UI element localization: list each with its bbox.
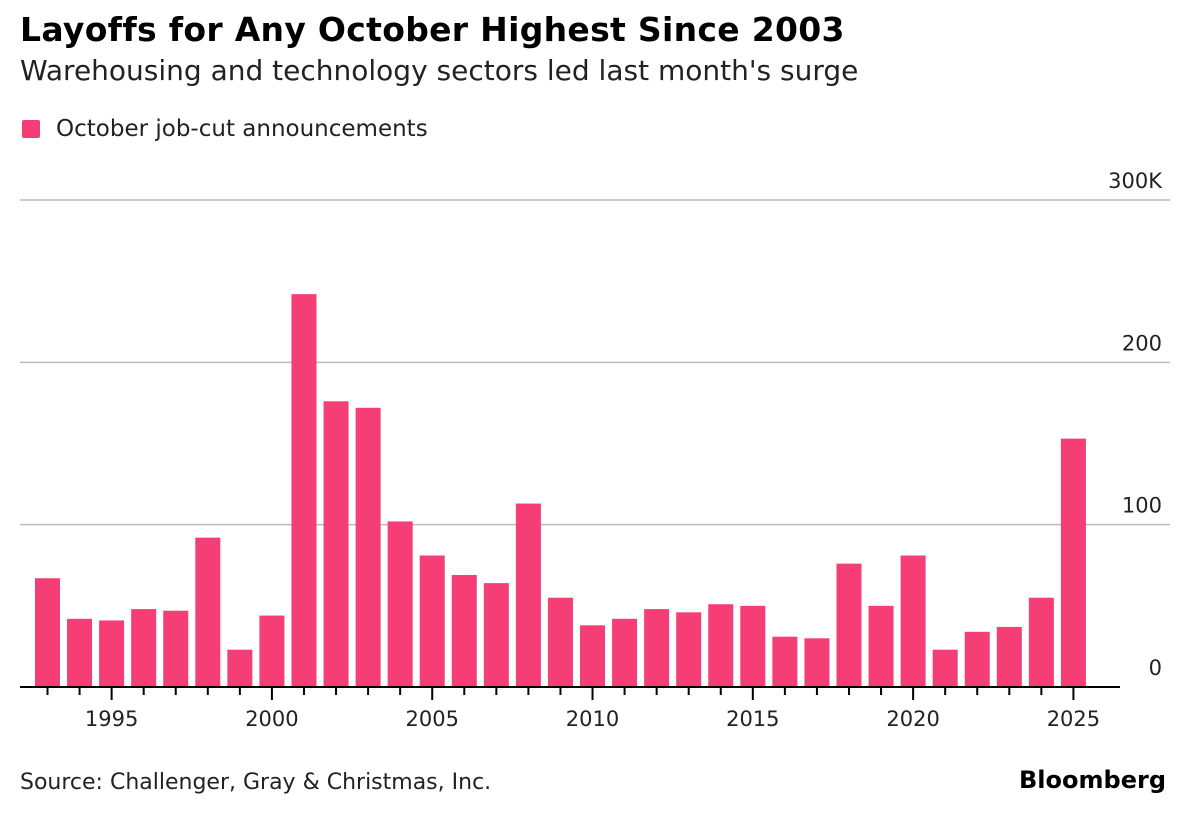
bar-2024: [1028, 597, 1054, 687]
bar-2012: [644, 609, 670, 687]
bar-2021: [932, 649, 958, 687]
brand-logo: Bloomberg: [1019, 766, 1166, 794]
bar-2019: [868, 605, 894, 687]
chart-title: Layoffs for Any October Highest Since 20…: [20, 10, 845, 49]
bar-2023: [996, 626, 1022, 687]
bar-1995: [99, 620, 125, 687]
bar-2020: [900, 555, 926, 687]
x-tick-label: 1995: [85, 707, 138, 731]
legend: October job-cut announcements: [22, 116, 428, 142]
bar-1999: [227, 649, 253, 687]
bar-2007: [483, 583, 509, 687]
bar-2005: [419, 555, 445, 687]
legend-label: October job-cut announcements: [56, 116, 428, 142]
y-tick-label: 0: [1149, 656, 1162, 680]
bar-2006: [451, 574, 477, 687]
bar-1996: [131, 609, 157, 687]
legend-swatch: [22, 120, 40, 138]
bar-1993: [35, 578, 60, 687]
x-tick-label: 2025: [1047, 707, 1100, 731]
bar-1994: [67, 618, 93, 687]
y-tick-label: 200: [1122, 331, 1162, 355]
bar-2018: [836, 563, 862, 687]
bar-2017: [804, 638, 830, 687]
bar-2010: [580, 625, 606, 687]
x-tick-label: 2010: [566, 707, 619, 731]
bar-2011: [612, 618, 638, 687]
bar-2003: [355, 407, 381, 687]
bar-2015: [740, 605, 766, 687]
bar-2002: [323, 401, 349, 687]
x-tick-label: 2015: [726, 707, 779, 731]
source-note: Source: Challenger, Gray & Christmas, In…: [20, 770, 492, 795]
bar-2014: [708, 604, 734, 687]
bar-2025: [1060, 438, 1086, 687]
bar-2001: [291, 294, 317, 687]
chart-subtitle: Warehousing and technology sectors led l…: [20, 54, 859, 87]
x-tick-label: 2020: [886, 707, 939, 731]
y-tick-label: 300K: [1108, 169, 1163, 193]
x-tick-label: 2000: [245, 707, 298, 731]
bar-2016: [772, 636, 798, 687]
x-tick-label: 2005: [405, 707, 458, 731]
bar-2004: [387, 521, 413, 687]
bar-1997: [163, 610, 189, 687]
bar-2009: [547, 597, 573, 687]
bar-2008: [515, 503, 541, 687]
bar-2000: [259, 615, 285, 687]
y-tick-label: 100: [1122, 494, 1162, 518]
bar-2022: [964, 631, 990, 687]
bar-2013: [676, 612, 702, 687]
bar-1998: [195, 537, 221, 687]
